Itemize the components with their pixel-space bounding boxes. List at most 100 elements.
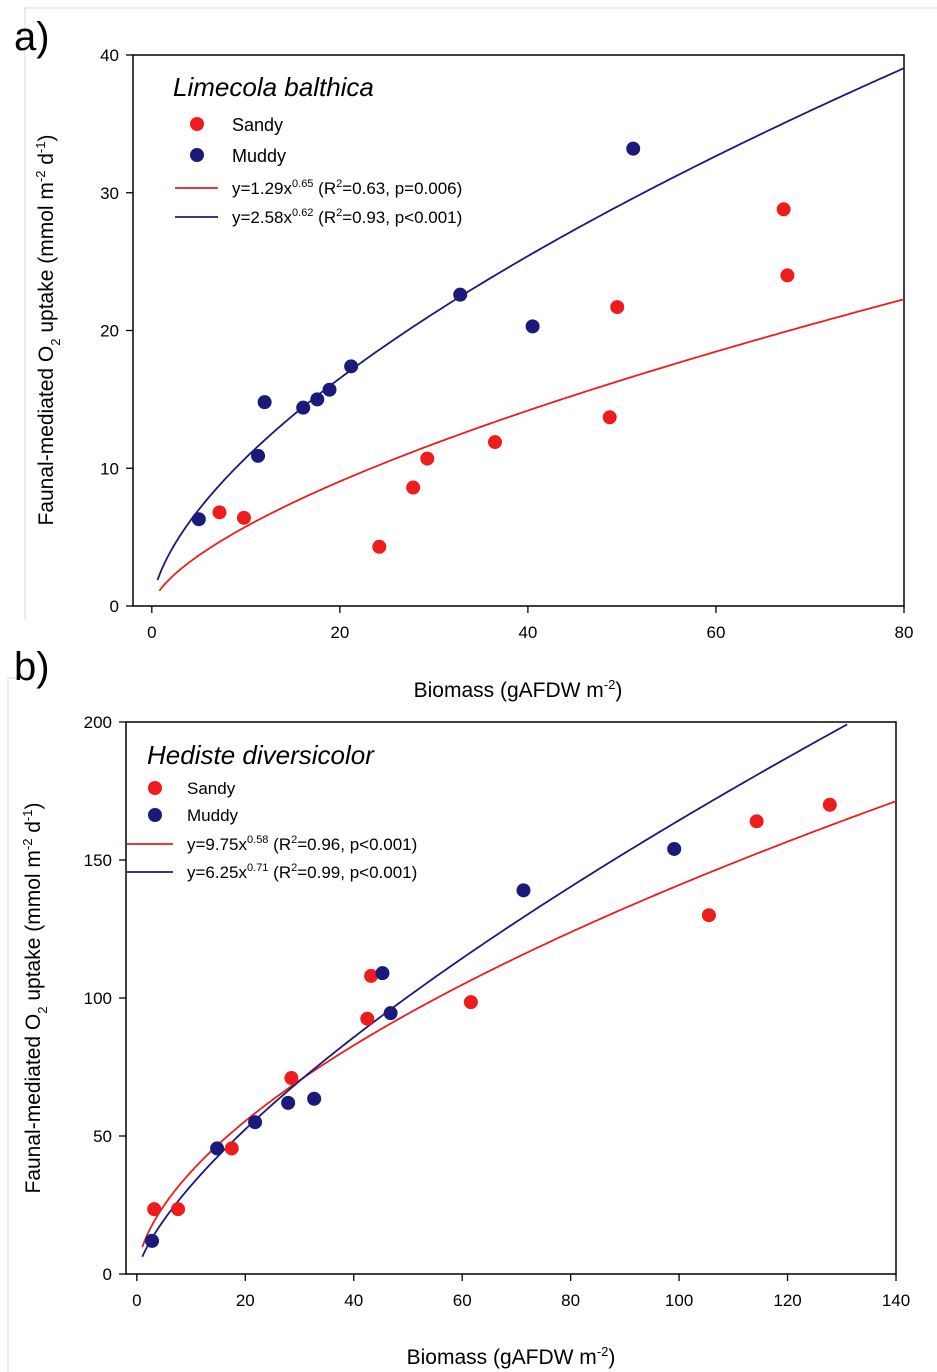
panel-a-ylabel-tail: ) — [35, 134, 58, 141]
panel-b-sandy-eq-exponent: 0.58 — [247, 834, 268, 846]
muddy-data-point — [307, 1091, 322, 1106]
panel-b-letter: b) — [14, 645, 50, 689]
x-tick-label: 80 — [895, 623, 914, 642]
sandy-data-point — [701, 908, 716, 923]
panel-a-plot-area — [156, 67, 904, 592]
panel-b-muddy-eq-r2: 2 — [291, 862, 297, 874]
panel-a-sandy-eq-exponent: 0.65 — [292, 178, 313, 190]
panel-b-legend-muddy-marker — [148, 808, 162, 822]
x-tick-label: 80 — [561, 1291, 580, 1310]
panel-a-ylabel-mid2: d — [35, 153, 58, 171]
x-tick-label: 120 — [773, 1291, 801, 1310]
muddy-data-point — [525, 319, 540, 334]
sandy-data-point — [780, 268, 795, 283]
panel-a-muddy-eq-stats: =0.93, p<0.001) — [342, 208, 462, 227]
panel-b-y-ticks: 0 50 100 150 200 — [84, 713, 126, 1284]
x-tick-label: 60 — [453, 1291, 472, 1310]
muddy-data-point — [191, 512, 206, 527]
sandy-data-point — [776, 202, 791, 217]
sandy-data-point — [822, 797, 837, 812]
panel-a-sandy-eq-stats: =0.63, p=0.006) — [342, 179, 462, 198]
sandy-data-point — [749, 814, 764, 829]
sandy-data-point — [364, 968, 379, 983]
x-tick-label: 140 — [882, 1291, 910, 1310]
panel-a-x-ticks: 0 20 40 60 80 — [147, 606, 913, 642]
panel-a-muddy-eq-pre: (R — [313, 208, 336, 227]
panel-a-ylabel-sub: 2 — [48, 339, 63, 346]
panel-b-ylabel-sub: 2 — [35, 1007, 50, 1014]
y-tick-label: 150 — [84, 851, 112, 870]
muddy-data-point — [248, 1115, 263, 1130]
panel-b: b) 0 20 40 60 80 100 120 140 0 50 100 150 200 Hedis… — [7, 645, 910, 1372]
panel-b-sandy-eq-pre: (R — [268, 835, 291, 854]
sandy-data-point — [463, 995, 478, 1010]
panel-b-muddy-eq-stats: =0.99, p<0.001) — [297, 863, 417, 882]
sandy-data-point — [360, 1011, 375, 1026]
panel-a-muddy-eq-main: y=2.58x — [232, 208, 293, 227]
panel-a-sandy-eq-pre: (R — [313, 179, 336, 198]
panel-a-muddy-equation: y=2.58x0.62 (R2=0.93, p<0.001) — [232, 207, 462, 227]
muddy-data-point — [322, 382, 337, 397]
panel-b-sandy-eq-r2: 2 — [291, 834, 297, 846]
panel-b-x-ticks: 0 20 40 60 80 100 120 140 — [132, 1274, 910, 1310]
sandy-data-point — [236, 510, 251, 525]
x-tick-label: 20 — [330, 623, 349, 642]
panel-b-sandy-equation: y=9.75x0.58 (R2=0.96, p<0.001) — [187, 834, 417, 854]
sandy-data-point — [406, 480, 421, 495]
muddy-data-point — [383, 1006, 398, 1021]
panel-b-xlabel-sup: -2 — [597, 1344, 609, 1359]
panel-b-sandy-eq-main: y=9.75x — [187, 835, 248, 854]
panel-b-legend-sandy-marker — [148, 781, 162, 795]
y-tick-label: 50 — [93, 1127, 112, 1146]
panel-a-sandy-equation: y=1.29x0.65 (R2=0.63, p=0.006) — [232, 178, 462, 198]
panel-b-legend-muddy-label: Muddy — [187, 806, 239, 825]
panel-b-legend: Sandy Muddy y=9.75x0.58 (R2=0.96, p<0.00… — [127, 779, 417, 882]
sandy-fit-curve — [141, 800, 896, 1248]
muddy-data-point — [344, 359, 359, 374]
panel-b-plot-frame — [125, 721, 897, 1275]
y-tick-label: 0 — [110, 597, 119, 616]
panel-b-ylabel-mid: uptake (mmol m — [22, 850, 45, 1006]
sandy-data-point — [602, 410, 617, 425]
x-tick-label: 0 — [132, 1291, 141, 1310]
panel-a-sandy-eq-main: y=1.29x — [232, 179, 293, 198]
sandy-data-point — [610, 300, 625, 315]
panel-a-letter: a) — [14, 15, 50, 59]
panel-b-xlabel-tail: ) — [608, 1346, 615, 1369]
panel-a-xlabel-main: Biomass (gAFDW m — [414, 679, 604, 702]
sandy-data-point — [212, 505, 227, 520]
panel-a-y-ticks: 0 10 20 30 40 — [100, 46, 133, 616]
panel-a-legend-muddy-marker — [190, 148, 204, 162]
panel-a-ylabel-mid: uptake (mmol m — [35, 182, 58, 338]
y-tick-label: 20 — [100, 322, 119, 341]
panel-a-legend-sandy-label: Sandy — [232, 115, 283, 135]
panel-a-ylabel-sup1: -2 — [33, 171, 48, 183]
panel-a-xlabel-tail: ) — [615, 679, 622, 702]
y-tick-label: 40 — [100, 46, 119, 65]
panel-a-ylabel-main: Faunal-mediated O — [35, 346, 58, 526]
panel-b-muddy-eq-pre: (R — [268, 863, 291, 882]
sandy-fit-curve — [158, 298, 904, 592]
y-tick-label: 200 — [84, 713, 112, 732]
x-tick-label: 60 — [706, 623, 725, 642]
muddy-data-point — [453, 287, 468, 302]
panel-b-species-title: Hediste diversicolor — [147, 740, 375, 770]
sandy-data-point — [284, 1071, 299, 1086]
panel-a-legend: Sandy Muddy y=1.29x0.65 (R2=0.63, p=0.00… — [175, 115, 462, 227]
panel-b-ylabel-main: Faunal-mediated O — [22, 1014, 45, 1194]
panel-b-ylabel-mid2: d — [22, 821, 45, 839]
panel-a-ylabel-sup2: -1 — [33, 141, 48, 153]
panel-b-muddy-equation: y=6.25x0.71 (R2=0.99, p<0.001) — [187, 862, 417, 882]
panel-b-xlabel-main: Biomass (gAFDW m — [407, 1346, 597, 1369]
muddy-fit-curve — [156, 67, 904, 581]
panel-b-muddy-eq-main: y=6.25x — [187, 863, 248, 882]
muddy-data-point — [210, 1141, 225, 1156]
muddy-data-point — [310, 392, 325, 407]
x-tick-label: 40 — [518, 623, 537, 642]
sandy-data-point — [147, 1202, 162, 1217]
muddy-data-point — [145, 1233, 160, 1248]
sandy-data-point — [224, 1141, 239, 1156]
muddy-data-point — [257, 395, 272, 410]
muddy-data-point — [251, 448, 266, 463]
